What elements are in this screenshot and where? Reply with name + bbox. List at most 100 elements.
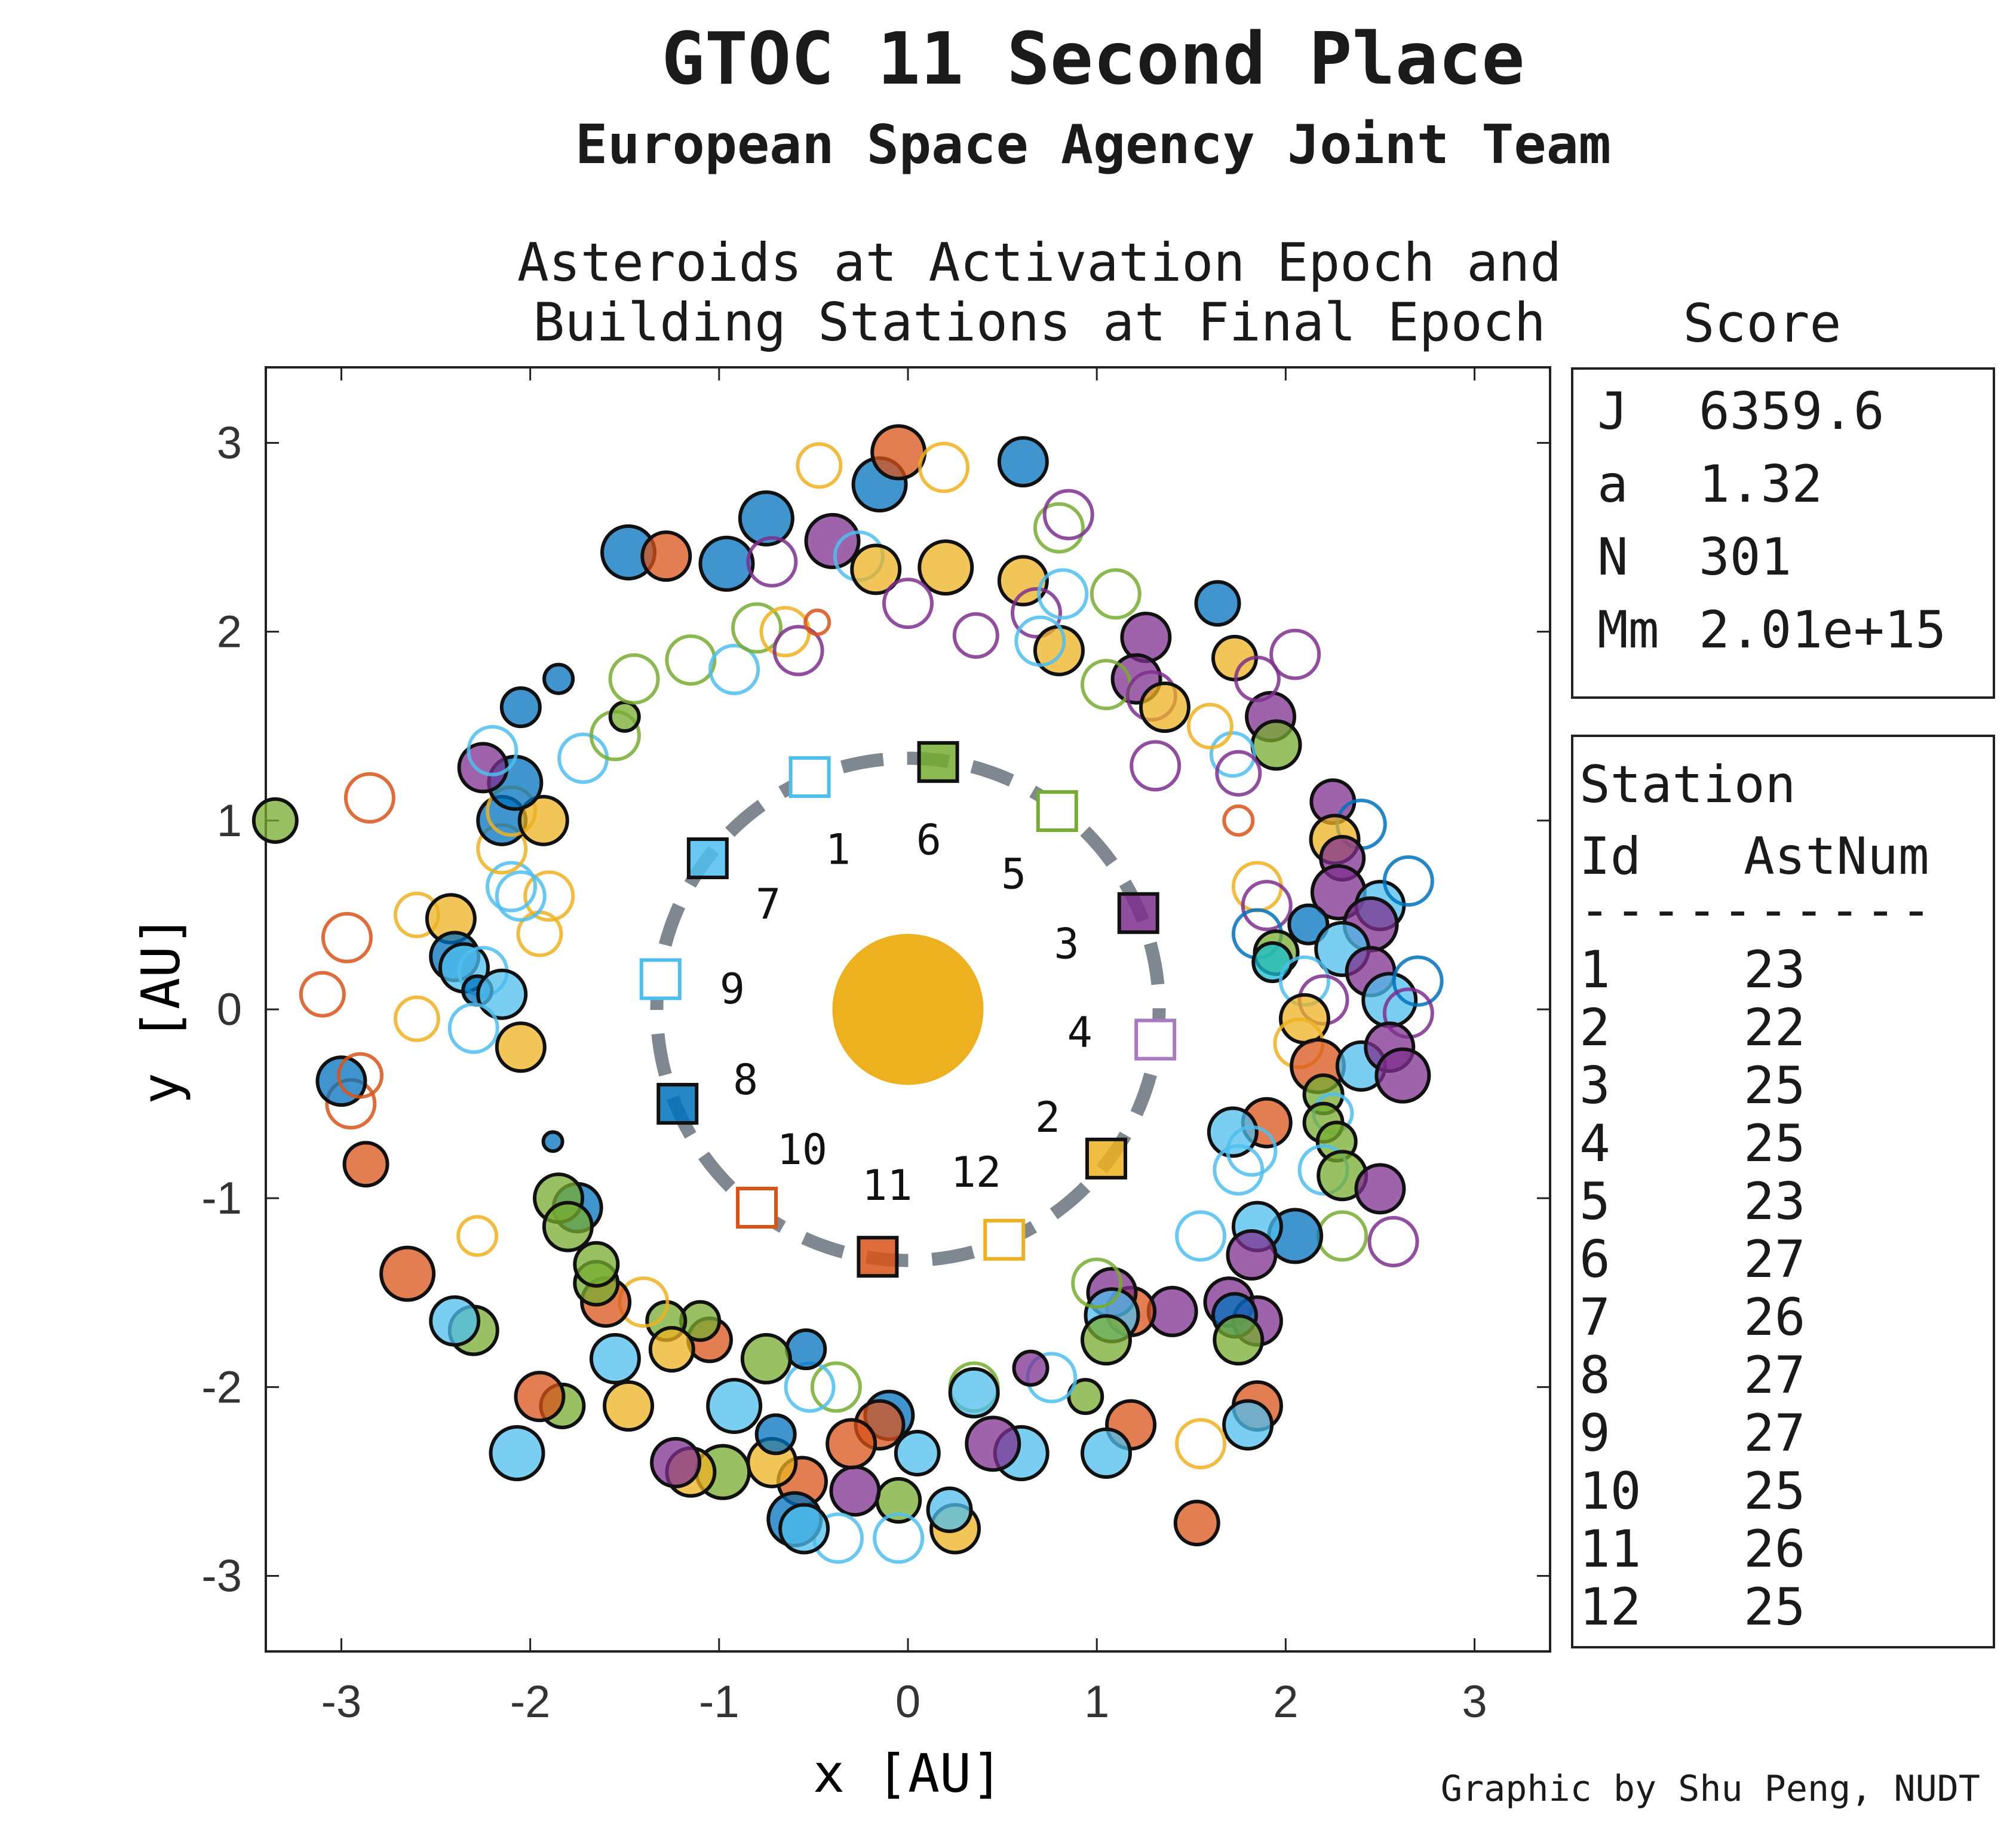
station-row-id: 11: [1579, 1519, 1641, 1579]
station-row-astnum: 25: [1744, 1114, 1806, 1174]
y-tick-label: 3: [217, 417, 242, 468]
asteroid-marker: [706, 1377, 763, 1434]
station-marker-5: [1036, 790, 1078, 833]
asteroid-marker: [1226, 1229, 1278, 1281]
asteroid-marker: [698, 535, 755, 592]
x-tick-label: 3: [1462, 1677, 1487, 1727]
station-marker-10: [736, 1186, 778, 1229]
asteroid-marker: [429, 1295, 481, 1347]
asteroid-marker: [1222, 1399, 1274, 1451]
score-value: 301: [1699, 527, 1792, 587]
asteroid-marker: [1120, 612, 1172, 664]
asteroid-marker: [1250, 719, 1302, 771]
score-title: Score: [1683, 293, 1842, 354]
asteroid-marker: [926, 1486, 973, 1533]
score-label: N: [1597, 527, 1628, 587]
asteroid-marker: [894, 1430, 941, 1477]
station-label-11: 11: [862, 1161, 912, 1210]
asteroid-marker: [1287, 903, 1330, 945]
asteroid-marker: [1186, 702, 1233, 750]
station-row-astnum: 26: [1744, 1519, 1806, 1579]
asteroid-marker: [1037, 568, 1089, 620]
x-tick-label: -2: [510, 1677, 551, 1727]
score-label: J: [1597, 382, 1628, 441]
asteroid-marker: [1354, 1163, 1406, 1215]
asteroid-marker: [740, 1332, 792, 1384]
asteroid-marker: [952, 612, 999, 659]
asteroid-marker: [918, 441, 970, 493]
station-row-astnum: 23: [1744, 940, 1806, 1000]
score-label: Mm: [1597, 600, 1659, 660]
station-marker-11: [857, 1236, 899, 1278]
score-row: a 1.32: [1597, 455, 1822, 514]
station-marker-8: [656, 1083, 699, 1125]
station-row-astnum: 22: [1744, 998, 1806, 1058]
asteroid-marker: [447, 1002, 499, 1054]
asteroid-marker: [850, 544, 902, 595]
asteroid-marker: [785, 1328, 827, 1371]
asteroid-marker: [918, 539, 974, 596]
asteroid-marker: [1194, 580, 1241, 627]
asteroid-marker: [603, 1380, 655, 1432]
score-value: 1.32: [1699, 455, 1823, 514]
station-col-astnum-header: AstNum: [1744, 827, 1929, 886]
asteroid-marker: [997, 555, 1049, 607]
asteroid-marker: [489, 1425, 545, 1482]
asteroid-marker: [573, 1241, 620, 1288]
asteroid-marker: [772, 625, 824, 677]
station-marker-3: [1117, 892, 1159, 934]
station-marker-2: [1085, 1137, 1127, 1180]
asteroid-marker: [523, 870, 575, 922]
x-axis-label: x [AU]: [813, 1743, 1003, 1804]
asteroid-marker: [457, 742, 509, 794]
station-col-id-header: Id: [1579, 827, 1641, 886]
station-row-astnum: 25: [1744, 1577, 1806, 1637]
asteroid-marker: [1269, 628, 1321, 680]
y-tick-label: -1: [201, 1173, 242, 1224]
station-label-9: 9: [720, 965, 745, 1014]
asteroid-marker: [1374, 1047, 1431, 1104]
station-marker-7: [686, 837, 729, 880]
asteroid-marker: [299, 971, 346, 1018]
x-tick-label: 2: [1273, 1677, 1298, 1727]
station-row-id: 5: [1579, 1172, 1610, 1232]
asteroid-marker: [796, 442, 843, 489]
station-table-separator: ----------: [1579, 880, 1937, 940]
asteroid-marker: [337, 1052, 384, 1099]
asteroid-marker: [1251, 941, 1294, 983]
asteroid-marker: [1173, 1500, 1220, 1546]
asteroid-marker: [754, 1413, 797, 1456]
station-marker-6: [917, 741, 959, 783]
station-label-5: 5: [1001, 849, 1026, 898]
station-orbit: [650, 751, 1166, 1267]
asteroid-marker: [997, 436, 1049, 488]
asteroid-marker: [665, 634, 717, 686]
asteroid-marker: [321, 911, 373, 963]
x-tick-label: 1: [1084, 1677, 1109, 1727]
asteroid-marker: [476, 968, 528, 1020]
asteroid-marker: [778, 1503, 830, 1555]
station-label-3: 3: [1054, 919, 1079, 968]
station-row-id: 8: [1579, 1346, 1610, 1405]
station-row-id: 1: [1579, 940, 1610, 1000]
asteroid-marker: [810, 1361, 862, 1413]
asteroid-marker: [1139, 681, 1190, 733]
asteroid-marker: [640, 530, 692, 582]
credit-text: Graphic by Shu Peng, NUDT: [1440, 1768, 1980, 1810]
asteroid-marker: [882, 578, 934, 630]
subtitle: European Space Agency Joint Team: [575, 113, 1611, 176]
asteroid-marker: [826, 1418, 877, 1470]
asteroid-marker: [517, 794, 569, 846]
station-row-astnum: 23: [1744, 1172, 1806, 1232]
asteroid-marker: [608, 700, 641, 733]
y-tick-label: 2: [217, 607, 242, 658]
main-title: GTOC 11 Second Place: [661, 18, 1525, 101]
asteroid-marker: [1080, 1427, 1132, 1479]
score-value: 6359.6: [1699, 382, 1885, 441]
asteroid-marker: [1215, 750, 1262, 797]
station-label-7: 7: [756, 880, 781, 929]
asteroid-marker: [803, 608, 831, 636]
asteroid-marker: [467, 724, 518, 776]
asteroid-marker: [965, 1416, 1021, 1472]
asteroid-marker: [379, 1245, 436, 1302]
